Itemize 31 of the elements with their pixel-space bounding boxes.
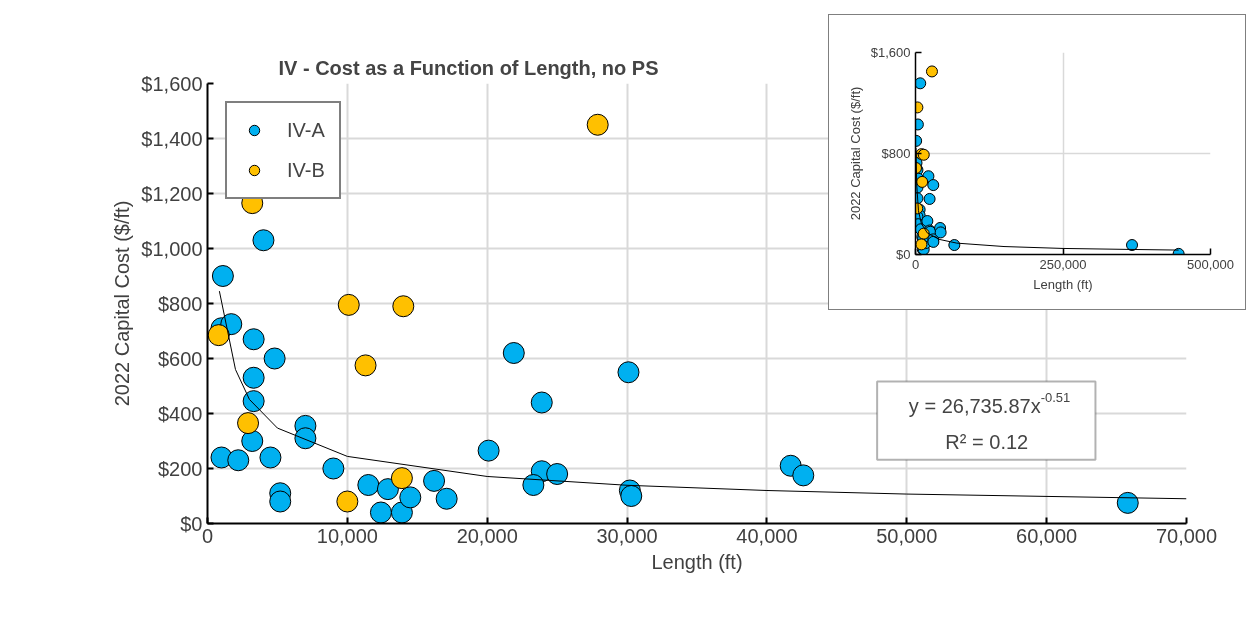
x-tick-label: 0 (911, 256, 920, 272)
y-tick-label: $800 (881, 146, 911, 161)
x-tick-label: 30,000 (596, 524, 658, 547)
x-tick-label: 250,000 (1039, 256, 1087, 272)
chart-title: IV - Cost as a Function of Length, no PS (278, 56, 659, 79)
x-tick-label: 40,000 (736, 524, 798, 547)
x-axis-title: Length (ft) (1033, 276, 1093, 292)
y-tick-label: $1,600 (141, 72, 203, 95)
x-tick-label: 20,000 (456, 524, 518, 547)
y-tick-label: $1,000 (141, 237, 203, 260)
y-tick-label: $600 (158, 347, 203, 370)
y-axis-title: 2022 Capital Cost ($/ft) (111, 200, 134, 407)
x-tick-label: 70,000 (1155, 524, 1218, 547)
x-tick-label: 0 (201, 524, 214, 547)
y-tick-label: $400 (158, 402, 203, 425)
y-tick-label: $1,600 (870, 45, 911, 60)
y-tick-label: $1,200 (141, 182, 203, 205)
y-axis-title: 2022 Capital Cost ($/ft) (847, 86, 863, 221)
legend-label: IV-A (287, 118, 325, 142)
x-tick-label: 50,000 (876, 524, 938, 547)
y-tick-label: $0 (896, 247, 911, 262)
annotation: R² = 0.12 (945, 430, 1029, 453)
y-tick-label: $0 (180, 512, 203, 535)
x-axis-title: Length (ft) (651, 550, 743, 573)
x-tick-label: 500,000 (1187, 256, 1234, 272)
x-tick-label: 60,000 (1016, 524, 1078, 547)
y-tick-label: $800 (158, 292, 203, 315)
x-tick-label: 10,000 (316, 524, 378, 547)
y-tick-label: $1,400 (141, 127, 203, 150)
y-tick-label: $200 (158, 457, 203, 480)
legend-label: IV-B (287, 158, 325, 182)
